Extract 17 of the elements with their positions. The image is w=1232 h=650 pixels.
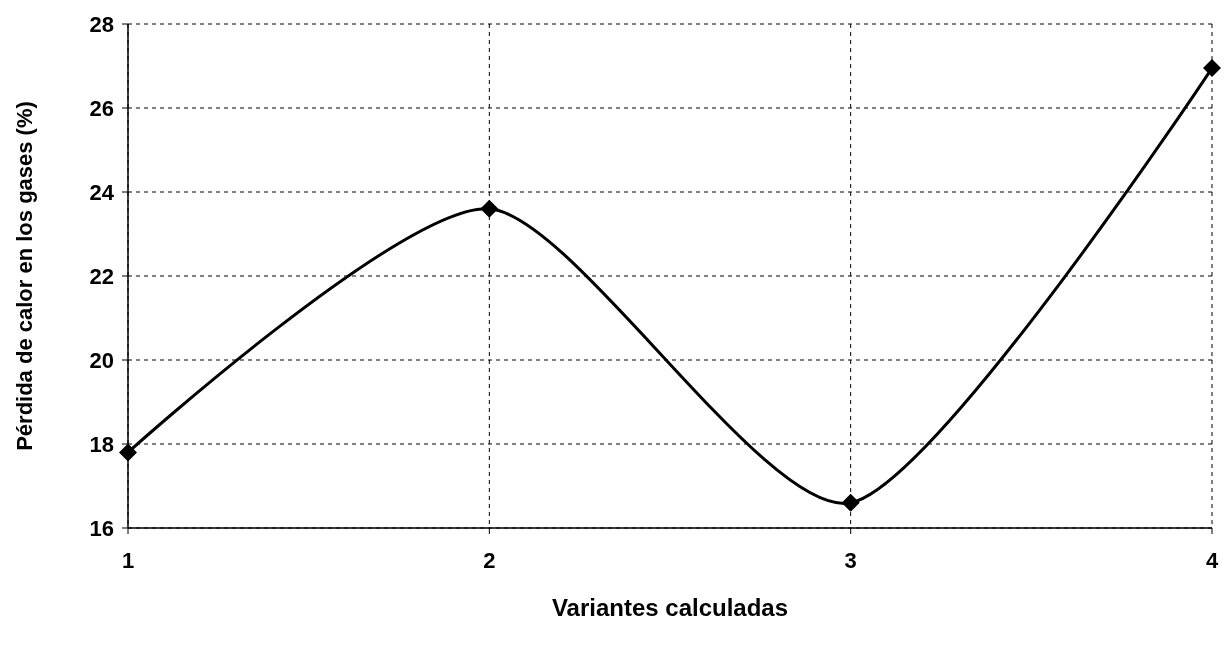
x-tick-label: 3 (844, 548, 857, 573)
point (480, 199, 499, 218)
y-axis-title: Pérdida de calor en los gases (%) (12, 101, 37, 451)
point (841, 493, 860, 512)
y-tick-label: 22 (89, 263, 114, 289)
x-tick-label: 2 (483, 548, 496, 573)
y-tick-label: 26 (89, 95, 114, 121)
point (119, 443, 137, 462)
point (1203, 59, 1221, 78)
y-tick-label: 16 (89, 515, 114, 541)
y-tick-label: 18 (89, 431, 114, 457)
x-tick-label: 4 (1205, 548, 1219, 573)
y-tick-label: 20 (89, 347, 114, 373)
x-axis-title: Variantes calculadas (551, 594, 789, 621)
y-tick-label: 24 (89, 179, 115, 205)
y-tick-label: 28 (89, 11, 114, 37)
x-tick-label: 1 (121, 548, 135, 573)
